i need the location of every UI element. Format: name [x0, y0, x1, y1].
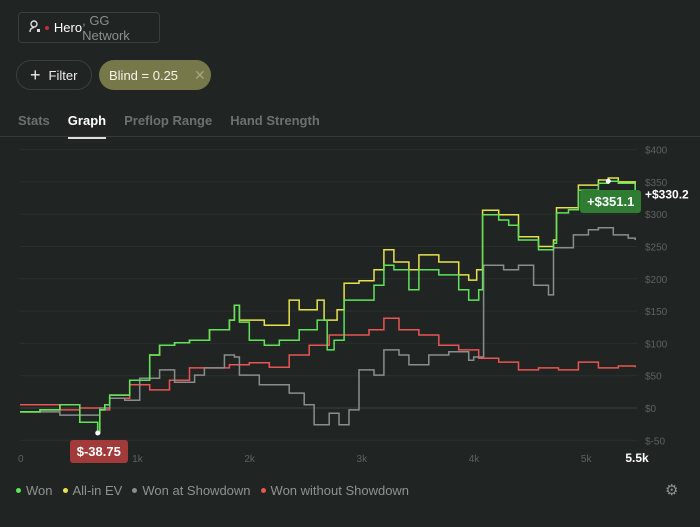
y-tick-label: $100	[645, 339, 668, 350]
close-icon[interactable]: ✕	[194, 66, 206, 83]
y-tick-label: $-50	[645, 436, 665, 447]
hover-point-marker	[605, 178, 611, 184]
x-tick-label: 5.5k	[625, 451, 649, 465]
y-tick-label: $150	[645, 307, 668, 318]
user-icon	[29, 19, 41, 36]
legend-label: Won	[26, 483, 53, 498]
x-tick-label: 0	[18, 454, 24, 465]
min-point-marker	[95, 430, 101, 436]
legend-item-all-in-ev[interactable]: All-in EV	[62, 483, 123, 498]
legend-dot	[62, 488, 68, 493]
player-name: Hero	[53, 20, 83, 35]
legend-item-won[interactable]: Won	[16, 483, 53, 498]
divider	[0, 136, 700, 137]
y-tick-label: $400	[645, 146, 668, 157]
filter-chip-label: Blind = 0.25	[109, 67, 179, 83]
y-tick-label: $200	[645, 275, 668, 286]
hover-value-tooltip: +$351.1	[580, 190, 642, 213]
y-tick-label: $300	[645, 210, 668, 221]
chart-legend: Won All-in EV Won at Showdown Won withou…	[16, 483, 419, 498]
y-tick-label: $350	[645, 178, 668, 189]
legend-item-won-without-showdown[interactable]: Won without Showdown	[260, 483, 410, 498]
tab-bar: Stats Graph Preflop Range Hand Strength	[18, 113, 338, 139]
legend-item-won-at-showdown[interactable]: Won at Showdown	[132, 483, 251, 498]
legend-dot	[16, 488, 21, 493]
tab-stats[interactable]: Stats	[18, 113, 50, 128]
gear-icon[interactable]: ⚙	[665, 482, 679, 499]
y-tick-label: $50	[645, 372, 662, 383]
legend-dot	[260, 488, 266, 493]
series-line-won-at-showdown	[20, 227, 636, 426]
y-tick-label: $0	[645, 404, 657, 415]
legend-dot	[132, 488, 138, 493]
tab-hand-strength[interactable]: Hand Strength	[230, 113, 320, 128]
filter-chip-blind[interactable]: Blind = 0.25 ✕	[99, 60, 211, 90]
add-filter-button[interactable]: + Filter	[16, 60, 92, 90]
x-tick-label: 3k	[357, 454, 369, 465]
tab-graph[interactable]: Graph	[67, 113, 107, 139]
status-dot	[45, 25, 49, 30]
legend-label: Won without Showdown	[270, 483, 410, 498]
network-name: , GG Network	[82, 12, 130, 43]
series-line-won	[20, 180, 636, 434]
x-tick-label: 1k	[132, 454, 144, 465]
plus-icon: +	[30, 65, 41, 85]
x-tick-label: 4k	[469, 454, 481, 465]
add-filter-label: Filter	[48, 67, 78, 83]
y-tick-label: $250	[645, 243, 668, 254]
legend-label: Won at Showdown	[142, 483, 251, 498]
tab-preflop-range[interactable]: Preflop Range	[124, 113, 213, 128]
account-selector[interactable]: Hero , GG Network	[18, 12, 160, 43]
series-line-won-without-showdown	[20, 317, 636, 411]
end-value-label: +$330.2	[645, 188, 689, 202]
x-tick-label: 2k	[244, 454, 256, 465]
x-tick-label: 5k	[581, 454, 593, 465]
min-value-tooltip: $-38.75	[69, 440, 128, 463]
legend-label: All-in EV	[72, 483, 123, 498]
